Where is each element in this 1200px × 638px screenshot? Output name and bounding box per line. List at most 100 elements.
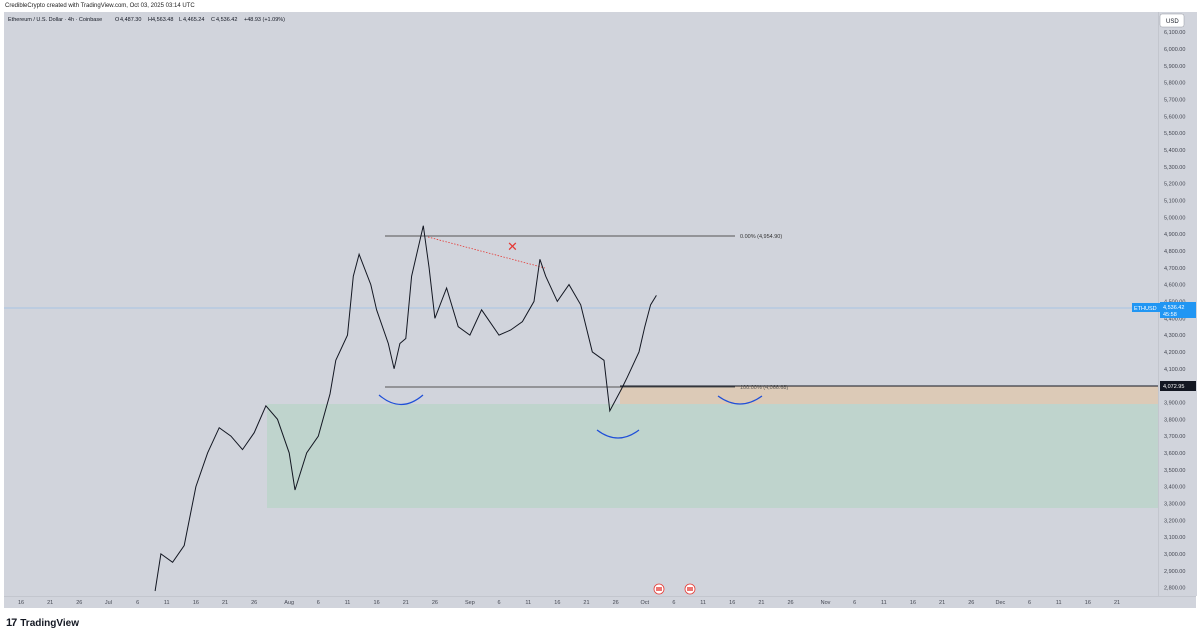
tradingview-logo-icon: 17 (6, 617, 17, 629)
price-tick-label: 4,300.00 (1164, 333, 1185, 339)
price-tick-label: 5,300.00 (1164, 165, 1185, 171)
time-tick-label: Nov (821, 600, 831, 606)
event-flag-icon[interactable] (653, 583, 665, 595)
brand-name: TradingView (20, 617, 79, 629)
attribution-bar: CredibleCrypto created with TradingView.… (0, 0, 1200, 12)
open-label: O (115, 17, 120, 23)
time-tick-label: 6 (853, 600, 856, 606)
time-tick-label: 6 (1028, 600, 1031, 606)
time-tick-label: 26 (76, 600, 82, 606)
invalid-x-mark: ✕ (507, 239, 518, 254)
price-tick-label: 4,600.00 (1164, 283, 1185, 289)
time-tick-label: 11 (700, 600, 706, 606)
price-tick-label: 5,600.00 (1164, 114, 1185, 120)
high-value: 4,563.48 (152, 17, 173, 23)
price-tick-label: 3,000.00 (1164, 552, 1185, 558)
price-tick-label: 4,100.00 (1164, 367, 1185, 373)
price-tick-label: 3,600.00 (1164, 451, 1185, 457)
time-tick-label: 21 (1114, 600, 1120, 606)
price-tick-label: 6,100.00 (1164, 30, 1185, 36)
time-tick-label: 16 (374, 600, 380, 606)
current-price-text: 4,536.42 (1163, 305, 1184, 311)
level-price-text: 4,072.95 (1163, 384, 1184, 390)
time-tick-label: Sep (465, 600, 475, 606)
demand-zone (267, 404, 1158, 508)
price-tick-label: 4,900.00 (1164, 232, 1185, 238)
time-tick-label: 16 (193, 600, 199, 606)
time-scale[interactable] (4, 596, 1196, 609)
price-tick-label: 3,500.00 (1164, 468, 1185, 474)
currency-button[interactable]: USD (1159, 13, 1185, 28)
event-flag-icon[interactable] (684, 583, 696, 595)
time-tick-label: 11 (164, 600, 170, 606)
time-tick-label: 21 (222, 600, 228, 606)
time-tick-label: 21 (47, 600, 53, 606)
price-tick-label: 3,200.00 (1164, 518, 1185, 524)
price-tick-label: 4,400.00 (1164, 316, 1185, 322)
price-series-line (154, 225, 657, 592)
time-ticks: 16 21 26 Jul 6 11 16 21 26 Aug 6 11 16 21 26 Sep 6 11 16 21… (18, 600, 1120, 606)
price-tick-label: 5,900.00 (1164, 64, 1185, 70)
price-tick-label: 4,700.00 (1164, 266, 1185, 272)
price-tick-label: 3,900.00 (1164, 400, 1185, 406)
open-value: 4,487.30 (120, 17, 141, 23)
symbol-tag: ETHUSD (1132, 303, 1160, 312)
time-tick-label: 11 (881, 600, 887, 606)
high-label: H (148, 17, 152, 23)
price-tick-label: 5,400.00 (1164, 148, 1185, 154)
change-value: +48.93 (+1.09%) (244, 17, 285, 23)
time-tick-label: 21 (403, 600, 409, 606)
time-tick-label: 26 (613, 600, 619, 606)
time-tick-label: 21 (758, 600, 764, 606)
price-tick-label: 3,300.00 (1164, 501, 1185, 507)
time-tick-label: 6 (317, 600, 320, 606)
currency-label: USD (1166, 19, 1179, 25)
level-price-tag: 4,072.95 (1160, 381, 1196, 391)
price-tick-label: 5,000.00 (1164, 215, 1185, 221)
price-tick-label: 4,200.00 (1164, 350, 1185, 356)
price-tick-label: 3,100.00 (1164, 535, 1185, 541)
low-value: 4,465.24 (183, 17, 204, 23)
head-arc (596, 429, 640, 439)
time-tick-label: 6 (498, 600, 501, 606)
time-tick-label: 6 (672, 600, 675, 606)
right-shoulder-arc (717, 395, 763, 405)
price-tick-label: 5,200.00 (1164, 182, 1185, 188)
time-tick-label: 26 (251, 600, 257, 606)
time-tick-label: 16 (729, 600, 735, 606)
price-ticks: 6,100.00 6,000.00 5,900.00 5,800.00 5,700.00… (1164, 30, 1185, 591)
time-tick-label: 11 (525, 600, 531, 606)
price-tick-label: 5,700.00 (1164, 97, 1185, 103)
time-tick-label: 26 (787, 600, 793, 606)
price-tick-label: 2,800.00 (1164, 586, 1185, 592)
price-tick-label: 3,400.00 (1164, 485, 1185, 491)
time-tick-label: 26 (432, 600, 438, 606)
price-tick-label: 3,800.00 (1164, 417, 1185, 423)
time-tick-label: 21 (583, 600, 589, 606)
time-tick-label: 16 (910, 600, 916, 606)
time-tick-label: 16 (18, 600, 24, 606)
time-tick-label: Oct (641, 600, 650, 606)
time-tick-label: 16 (1085, 600, 1091, 606)
countdown-text: 45:58 (1163, 312, 1177, 318)
time-tick-label: 26 (968, 600, 974, 606)
tradingview-brand[interactable]: 17 TradingView (6, 617, 79, 629)
close-value: 4,536.42 (216, 17, 237, 23)
close-label: C (211, 17, 215, 23)
price-tick-label: 3,700.00 (1164, 434, 1185, 440)
attribution-text: CredibleCrypto created with TradingView.… (5, 3, 195, 9)
time-tick-label: 6 (136, 600, 139, 606)
symbol-title: Ethereum / U.S. Dollar · 4h · Coinbase (8, 17, 102, 23)
price-tick-label: 5,500.00 (1164, 131, 1185, 137)
price-tick-label: 5,800.00 (1164, 81, 1185, 87)
symbol-tag-text: ETHUSD (1134, 306, 1157, 312)
time-tick-label: Aug (284, 600, 294, 606)
retest-zone (620, 386, 1158, 404)
time-tick-label: 11 (345, 600, 351, 606)
price-tick-label: 6,000.00 (1164, 47, 1185, 53)
price-tick-label: 2,900.00 (1164, 569, 1185, 575)
fib-top-label: 0.00% (4,954.90) (740, 234, 782, 240)
left-shoulder-arc (378, 394, 424, 406)
price-tick-label: 5,100.00 (1164, 198, 1185, 204)
price-chart[interactable]: Ethereum / U.S. Dollar · 4h · Coinbase O… (0, 0, 1200, 608)
